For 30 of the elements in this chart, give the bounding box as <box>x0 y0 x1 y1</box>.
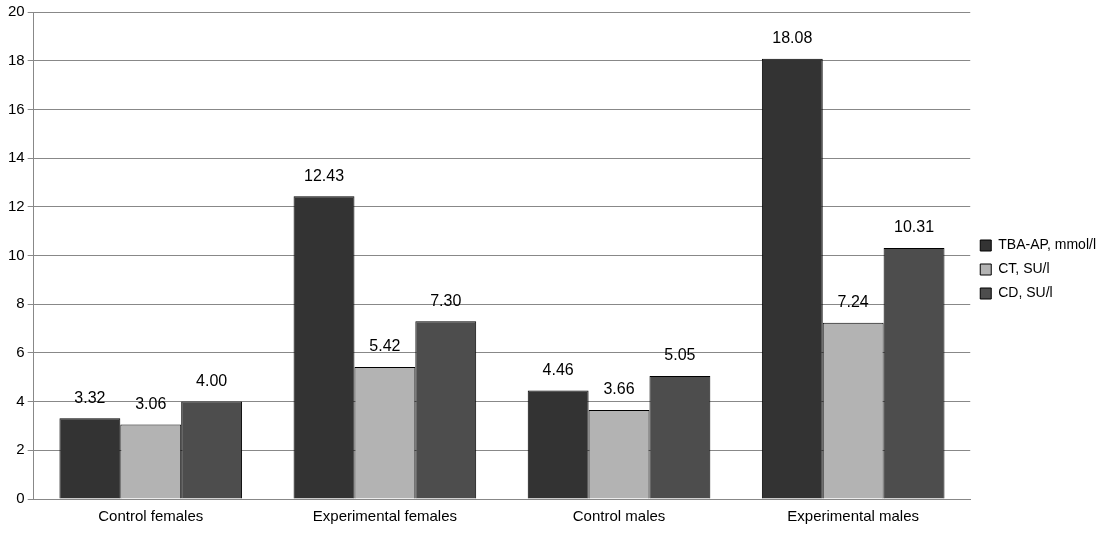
y-tick-label: 16 <box>8 99 25 117</box>
text: 5.42 <box>369 337 401 355</box>
text: 12.43 <box>303 166 345 184</box>
y-tick-label: 6 <box>16 343 25 361</box>
y-tick-label: 18 <box>8 50 25 68</box>
text: 4.00 <box>196 372 228 390</box>
y-tick-label: 12 <box>8 196 25 214</box>
text: 10.31 <box>894 218 935 236</box>
y-tick-label: 20 <box>8 2 25 20</box>
text: 18.08 <box>772 29 813 47</box>
y-tick-label: 0 <box>16 489 25 507</box>
text: 3.66 <box>603 380 635 398</box>
text: 3.32 <box>74 388 106 406</box>
text: 7.30 <box>430 291 462 309</box>
text: 5.05 <box>664 346 696 364</box>
y-tick-label: 2 <box>16 440 25 458</box>
y-tick-label: 4 <box>16 391 25 409</box>
legend-label: TBA-AP, mmol/l <box>998 236 1096 253</box>
y-tick-label: 8 <box>16 294 25 312</box>
text: 4.46 <box>542 360 574 378</box>
legend-label: CD, SU/l <box>998 284 1053 301</box>
legend-label: CT, SU/l <box>998 260 1050 277</box>
x-tick-label: Experimental females <box>312 507 458 525</box>
text: 7.24 <box>837 293 869 311</box>
x-tick-label: Experimental males <box>787 507 920 525</box>
y-tick-label: 10 <box>8 245 25 263</box>
x-tick-label: Control males <box>572 507 666 525</box>
text: 3.06 <box>135 394 167 412</box>
y-tick-label: 14 <box>8 148 25 166</box>
x-tick-label: Control females <box>98 507 204 525</box>
